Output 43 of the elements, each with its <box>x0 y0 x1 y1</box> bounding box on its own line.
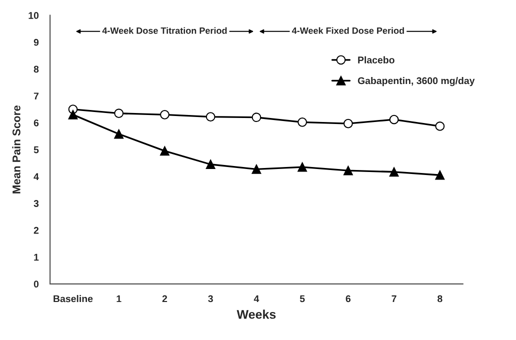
x-tick-label: 8 <box>438 295 442 302</box>
point <box>252 164 262 174</box>
point <box>435 170 445 180</box>
y-tick-label: 1 <box>34 254 39 261</box>
point <box>160 146 170 156</box>
y-axis-title: Mean Pain Score <box>12 106 20 194</box>
annotation: 4-Week Fixed Dose Period <box>292 27 404 34</box>
point <box>114 108 124 118</box>
point <box>435 122 445 131</box>
point <box>206 112 216 122</box>
point <box>344 166 353 176</box>
point <box>68 110 78 120</box>
y-tick-label: 6 <box>34 119 39 126</box>
point <box>206 160 216 170</box>
y-tick-label: 2 <box>34 226 39 234</box>
y-tick-label: 3 <box>34 200 39 207</box>
point <box>389 167 399 177</box>
point <box>114 129 124 139</box>
legend-label: Placebo <box>358 56 394 64</box>
y-tick-label: 8 <box>34 66 39 73</box>
point <box>298 162 308 172</box>
point <box>389 114 399 124</box>
point <box>252 112 262 122</box>
x-tick-label: 7 <box>392 295 396 302</box>
x-tick-label: 1 <box>116 295 122 302</box>
y-tick-label: 5 <box>34 146 39 154</box>
point <box>298 118 308 127</box>
point <box>160 110 170 120</box>
y-tick-label: 7 <box>34 92 39 100</box>
x-tick-label: 5 <box>300 295 305 302</box>
x-tick-label: 4 <box>254 295 260 302</box>
point <box>344 118 353 128</box>
y-tick-label: 10 <box>28 12 39 19</box>
y-tick-label: 9 <box>34 38 39 46</box>
y-tick-label: 0 <box>34 280 39 288</box>
annotation: 4-Week Dose Titration Period <box>102 27 227 34</box>
x-tick-label: 2 <box>162 295 168 302</box>
x-tick-label: Baseline <box>54 295 93 302</box>
x-tick-label: 3 <box>208 295 213 302</box>
y-tick-label: 4 <box>34 173 39 180</box>
legend-label: Gabapentin, 3600 mg/day <box>358 77 475 86</box>
x-axis-title: Weeks <box>236 310 276 319</box>
x-tick-label: 6 <box>346 295 351 302</box>
